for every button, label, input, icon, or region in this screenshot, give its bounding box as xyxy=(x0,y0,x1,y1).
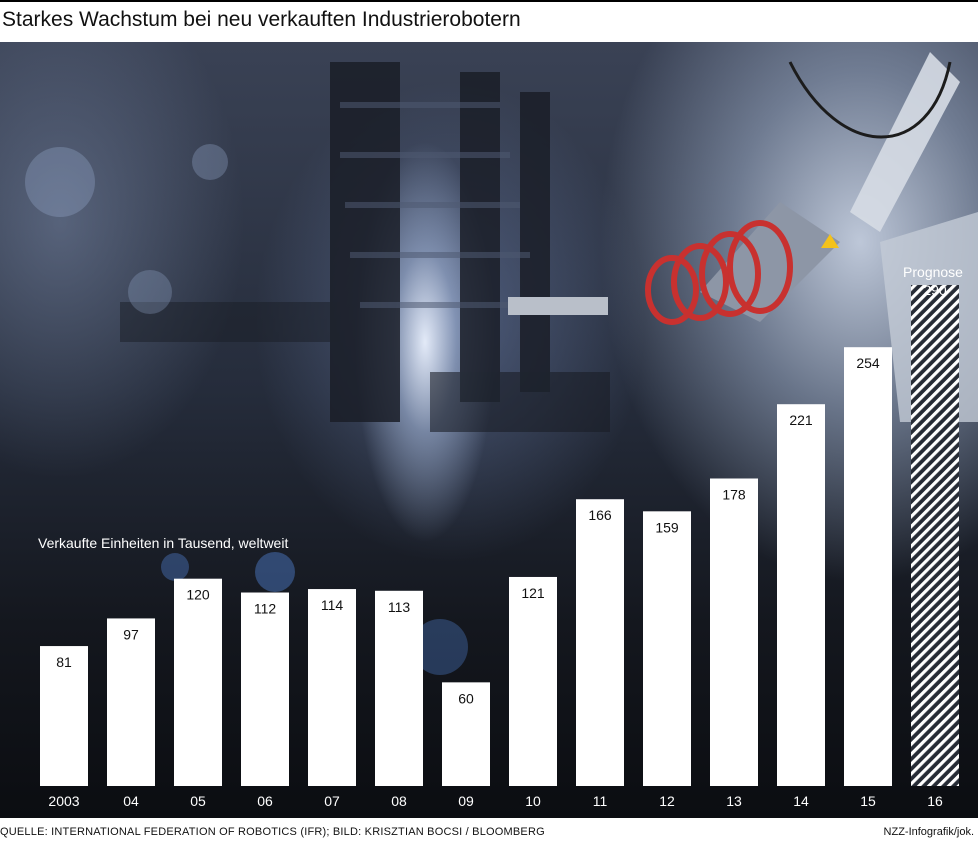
x-tick-label-04: 04 xyxy=(123,793,139,809)
shelves-decoration xyxy=(120,62,610,432)
value-label-11: 166 xyxy=(588,507,612,523)
bokeh-decoration xyxy=(25,144,468,675)
value-label-13: 178 xyxy=(722,486,746,502)
chart-title: Starkes Wachstum bei neu verkauften Indu… xyxy=(0,0,978,40)
bar-06 xyxy=(241,592,289,786)
value-label-14: 221 xyxy=(789,412,813,428)
bar-09 xyxy=(442,682,490,786)
x-tick-label-08: 08 xyxy=(391,793,407,809)
bar-07 xyxy=(308,589,356,786)
x-tick-label-05: 05 xyxy=(190,793,206,809)
bar-08 xyxy=(375,590,423,786)
value-label-16: 290 xyxy=(923,282,947,298)
cable-decoration xyxy=(788,61,952,139)
bar-15 xyxy=(844,347,892,786)
x-tick-label-13: 13 xyxy=(726,793,742,809)
shelf-rails-decoration xyxy=(340,102,530,308)
value-label-06: 112 xyxy=(254,601,277,617)
value-label-15: 254 xyxy=(856,355,880,371)
x-tick-label-14: 14 xyxy=(793,793,809,809)
value-label-10: 121 xyxy=(521,585,545,601)
x-tick-label-2003: 2003 xyxy=(48,793,79,809)
bar-12 xyxy=(643,511,691,786)
footer-source: QUELLE: INTERNATIONAL FEDERATION OF ROBO… xyxy=(0,826,545,838)
chart-subtitle: Verkaufte Einheiten in Tausend, weltweit xyxy=(38,535,288,551)
bars: 81 2003 97 04 120 05 112 06 114 07 113 08 60 09 121 10 1… xyxy=(40,264,963,809)
value-label-2003: 81 xyxy=(56,654,72,670)
bar-13 xyxy=(710,478,758,786)
value-label-08: 113 xyxy=(388,599,411,615)
bar-04 xyxy=(107,618,155,786)
x-tick-label-09: 09 xyxy=(458,793,474,809)
value-label-12: 159 xyxy=(655,519,679,535)
forecast-label: Prognose xyxy=(903,264,963,280)
x-tick-label-10: 10 xyxy=(525,793,541,809)
bar-14 xyxy=(777,404,825,786)
x-tick-label-16: 16 xyxy=(927,793,943,809)
x-tick-label-11: 11 xyxy=(593,793,608,809)
bar-2003 xyxy=(40,646,88,786)
bar-05 xyxy=(174,578,222,786)
value-label-05: 120 xyxy=(186,587,210,603)
value-label-07: 114 xyxy=(321,597,344,613)
x-tick-label-15: 15 xyxy=(860,793,876,809)
bar-11 xyxy=(576,499,624,786)
bar-chart: Verkaufte Einheiten in Tausend, weltweit… xyxy=(38,264,963,809)
footer-credit: NZZ-Infografik/jok. xyxy=(883,826,974,838)
bar-10 xyxy=(509,576,557,786)
value-label-09: 60 xyxy=(458,690,474,706)
x-tick-label-07: 07 xyxy=(324,793,340,809)
value-label-04: 97 xyxy=(123,626,139,642)
bar-16 xyxy=(911,285,959,786)
x-tick-label-12: 12 xyxy=(659,793,675,809)
x-tick-label-06: 06 xyxy=(257,793,273,809)
